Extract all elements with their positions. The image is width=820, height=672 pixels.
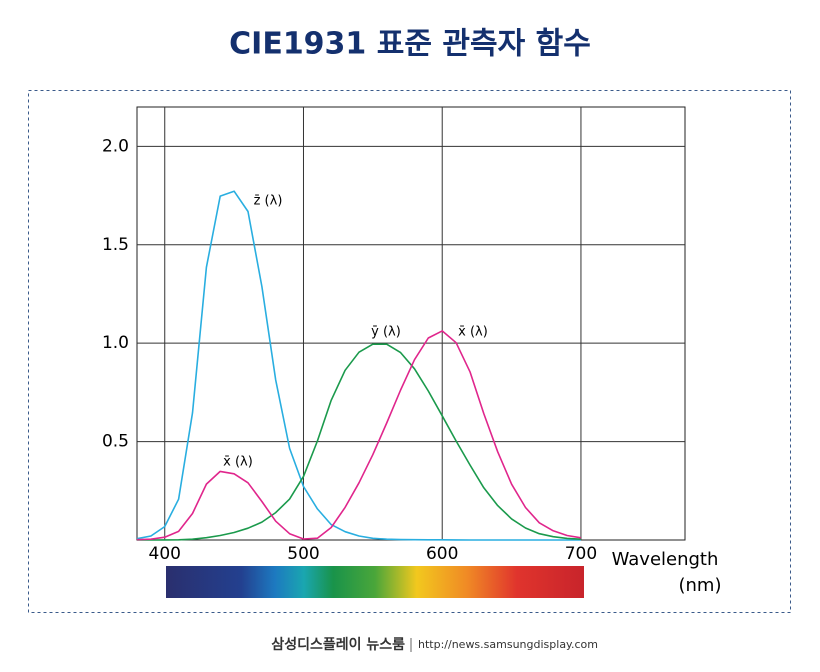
footer-brand: 삼성디스플레이 뉴스룸: [271, 636, 405, 653]
series-label: ȳ (λ): [371, 325, 401, 340]
y-tick-label: 0.5: [102, 432, 129, 452]
x-axis-label: (nm): [679, 575, 722, 596]
x-axis-label: Wavelength: [612, 549, 719, 570]
frame: [28, 90, 791, 613]
spectrum-bar: [166, 566, 584, 598]
y-tick-label: 2.0: [102, 136, 129, 156]
y-tick-label: 1.5: [102, 235, 129, 255]
series-label: x̄ (λ): [458, 325, 488, 340]
chart-title: CIE1931 표준 관측자 함수: [229, 27, 591, 62]
annotation: x̄ (λ): [223, 455, 253, 470]
x-tick-label: 500: [287, 544, 319, 564]
x-tick-label: 700: [565, 544, 597, 564]
x-tick-label: 400: [149, 544, 181, 564]
series-line: [136, 330, 582, 541]
series-line: [136, 190, 581, 541]
plot-area: [136, 106, 686, 541]
series-line: [137, 343, 581, 541]
series-label: z̄ (λ): [254, 194, 283, 209]
y-tick-label: 1.0: [102, 333, 129, 353]
x-tick-label: 600: [426, 544, 458, 564]
footer-url: http://news.samsungdisplay.com: [418, 638, 598, 651]
